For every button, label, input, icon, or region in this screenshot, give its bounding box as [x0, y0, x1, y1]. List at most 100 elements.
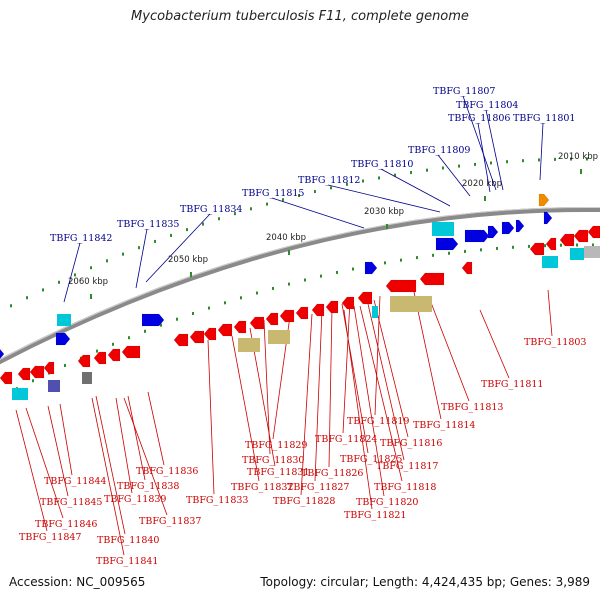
forward-gene-label: TBFG_11801: [513, 113, 575, 124]
minor-tick-inner: [128, 336, 130, 340]
gene-box: [57, 314, 71, 326]
reverse-gene-arrow: [121, 345, 141, 359]
reverse-label-line: [373, 299, 409, 438]
minor-tick-outer: [394, 173, 396, 177]
gene-features: [0, 193, 600, 400]
forward-gene-label: TBFG_11842: [50, 233, 112, 244]
minor-tick-inner: [32, 379, 34, 383]
gene-box: [584, 246, 600, 258]
minor-tick-inner: [560, 243, 562, 247]
forward-gene-arrow: [487, 225, 499, 239]
minor-tick-outer: [266, 202, 268, 206]
minor-tick-outer: [474, 162, 476, 166]
forward-label-line: [485, 109, 504, 191]
reverse-gene-label: TBFG_11820: [356, 497, 418, 508]
minor-tick-outer: [122, 252, 124, 256]
reverse-gene-arrow: [529, 242, 545, 256]
minor-tick-inner: [432, 253, 434, 257]
scale-tick-label: 2010 kbp: [558, 152, 598, 162]
reverse-gene-label: TBFG_11833: [186, 495, 248, 506]
minor-tick-outer: [218, 217, 220, 221]
reverse-gene-label: TBFG_11829: [245, 440, 307, 451]
forward-label-line: [327, 184, 441, 213]
reverse-gene-arrow: [265, 312, 279, 326]
scale-tick-label: 2040 kbp: [266, 233, 306, 243]
minor-tick-outer: [378, 176, 380, 180]
minor-tick-outer: [234, 212, 236, 216]
reverse-gene-label: TBFG_11824: [315, 434, 377, 445]
forward-gene-label: TBFG_11812: [298, 175, 360, 186]
minor-tick-outer: [410, 171, 412, 175]
minor-tick-outer: [42, 288, 44, 292]
forward-label-line: [145, 213, 211, 283]
minor-tick-outer: [362, 179, 364, 183]
reverse-label-line: [147, 391, 165, 466]
minor-tick-outer: [314, 190, 316, 194]
minor-tick-inner: [480, 248, 482, 252]
minor-tick-outer: [250, 207, 252, 211]
scale-tick-mark: [580, 169, 582, 174]
minor-tick-inner: [576, 243, 578, 247]
minor-tick-inner: [400, 258, 402, 262]
minor-tick-outer: [90, 266, 92, 270]
reverse-gene-arrow: [173, 333, 189, 347]
reverse-label-line: [231, 335, 260, 482]
minor-tick-outer: [298, 194, 300, 198]
reverse-gene-arrow: [189, 330, 205, 344]
minor-tick-outer: [106, 259, 108, 263]
reverse-label-line: [115, 397, 133, 494]
label-lines: [15, 95, 553, 556]
forward-label-line: [271, 197, 365, 229]
scale-tick-label: 2030 kbp: [364, 207, 404, 217]
reverse-gene-arrow: [43, 361, 55, 375]
scale-tick-labels: 2010 kbp 2020 kbp 2030 kbp 2040 kbp 2050 kbp…: [68, 152, 598, 299]
reverse-label-line: [314, 309, 323, 482]
minor-tick-inner: [384, 261, 386, 265]
reverse-label-line: [479, 309, 510, 379]
reverse-gene-arrow: [587, 225, 600, 239]
gene-box: [238, 338, 260, 352]
minor-tick-outer: [506, 160, 508, 164]
forward-gene-arrow: [55, 332, 71, 346]
reverse-label-line: [95, 395, 126, 535]
reverse-label-line: [367, 303, 405, 461]
minor-tick-outer: [10, 304, 12, 308]
reverse-label-line: [123, 397, 168, 516]
reverse-gene-arrow: [295, 306, 309, 320]
minor-tick-outer: [58, 280, 60, 284]
forward-label-line: [539, 122, 544, 181]
forward-gene-arrow: [543, 211, 553, 225]
minor-tick-outer: [554, 157, 556, 161]
minor-tick-inner: [208, 306, 210, 310]
minor-tick-inner: [416, 256, 418, 260]
reverse-gene-label: TBFG_11814: [413, 420, 475, 431]
forward-gene-arrow: [364, 261, 378, 275]
minor-tick-inner: [448, 251, 450, 255]
minor-tick-inner: [256, 291, 258, 295]
minor-tick-inner: [512, 245, 514, 249]
gene-box: [542, 256, 558, 268]
reverse-gene-label: TBFG_11838: [117, 481, 179, 492]
map-title: Mycobacterium tuberculosis F11, complete…: [131, 9, 469, 24]
minor-tick-inner: [288, 282, 290, 286]
reverse-gene-label: TBFG_11840: [97, 535, 159, 546]
reverse-gene-arrow: [77, 354, 91, 368]
reverse-label-line: [25, 407, 64, 519]
scale-tick-mark: [190, 272, 192, 277]
minor-tick-inner: [160, 323, 162, 327]
reverse-gene-label: TBFG_11841: [96, 556, 158, 567]
minor-tick-inner: [304, 278, 306, 282]
minor-tick-outer: [426, 168, 428, 172]
scale-tick-label: 2020 kbp: [462, 179, 502, 189]
reverse-gene-label: TBFG_11827: [287, 482, 349, 493]
minor-tick-inner: [528, 244, 530, 248]
reverse-label-line: [207, 339, 215, 495]
genome-backbone: [0, 207, 600, 365]
forward-label-line: [380, 168, 451, 207]
minor-tick-outer: [202, 222, 204, 226]
gene-box: [12, 388, 28, 400]
minor-tick-outer: [586, 157, 588, 161]
forward-gene-label: TBFG_11807: [433, 86, 495, 97]
minor-tick-inner: [464, 249, 466, 253]
minor-tick-outer: [330, 186, 332, 190]
